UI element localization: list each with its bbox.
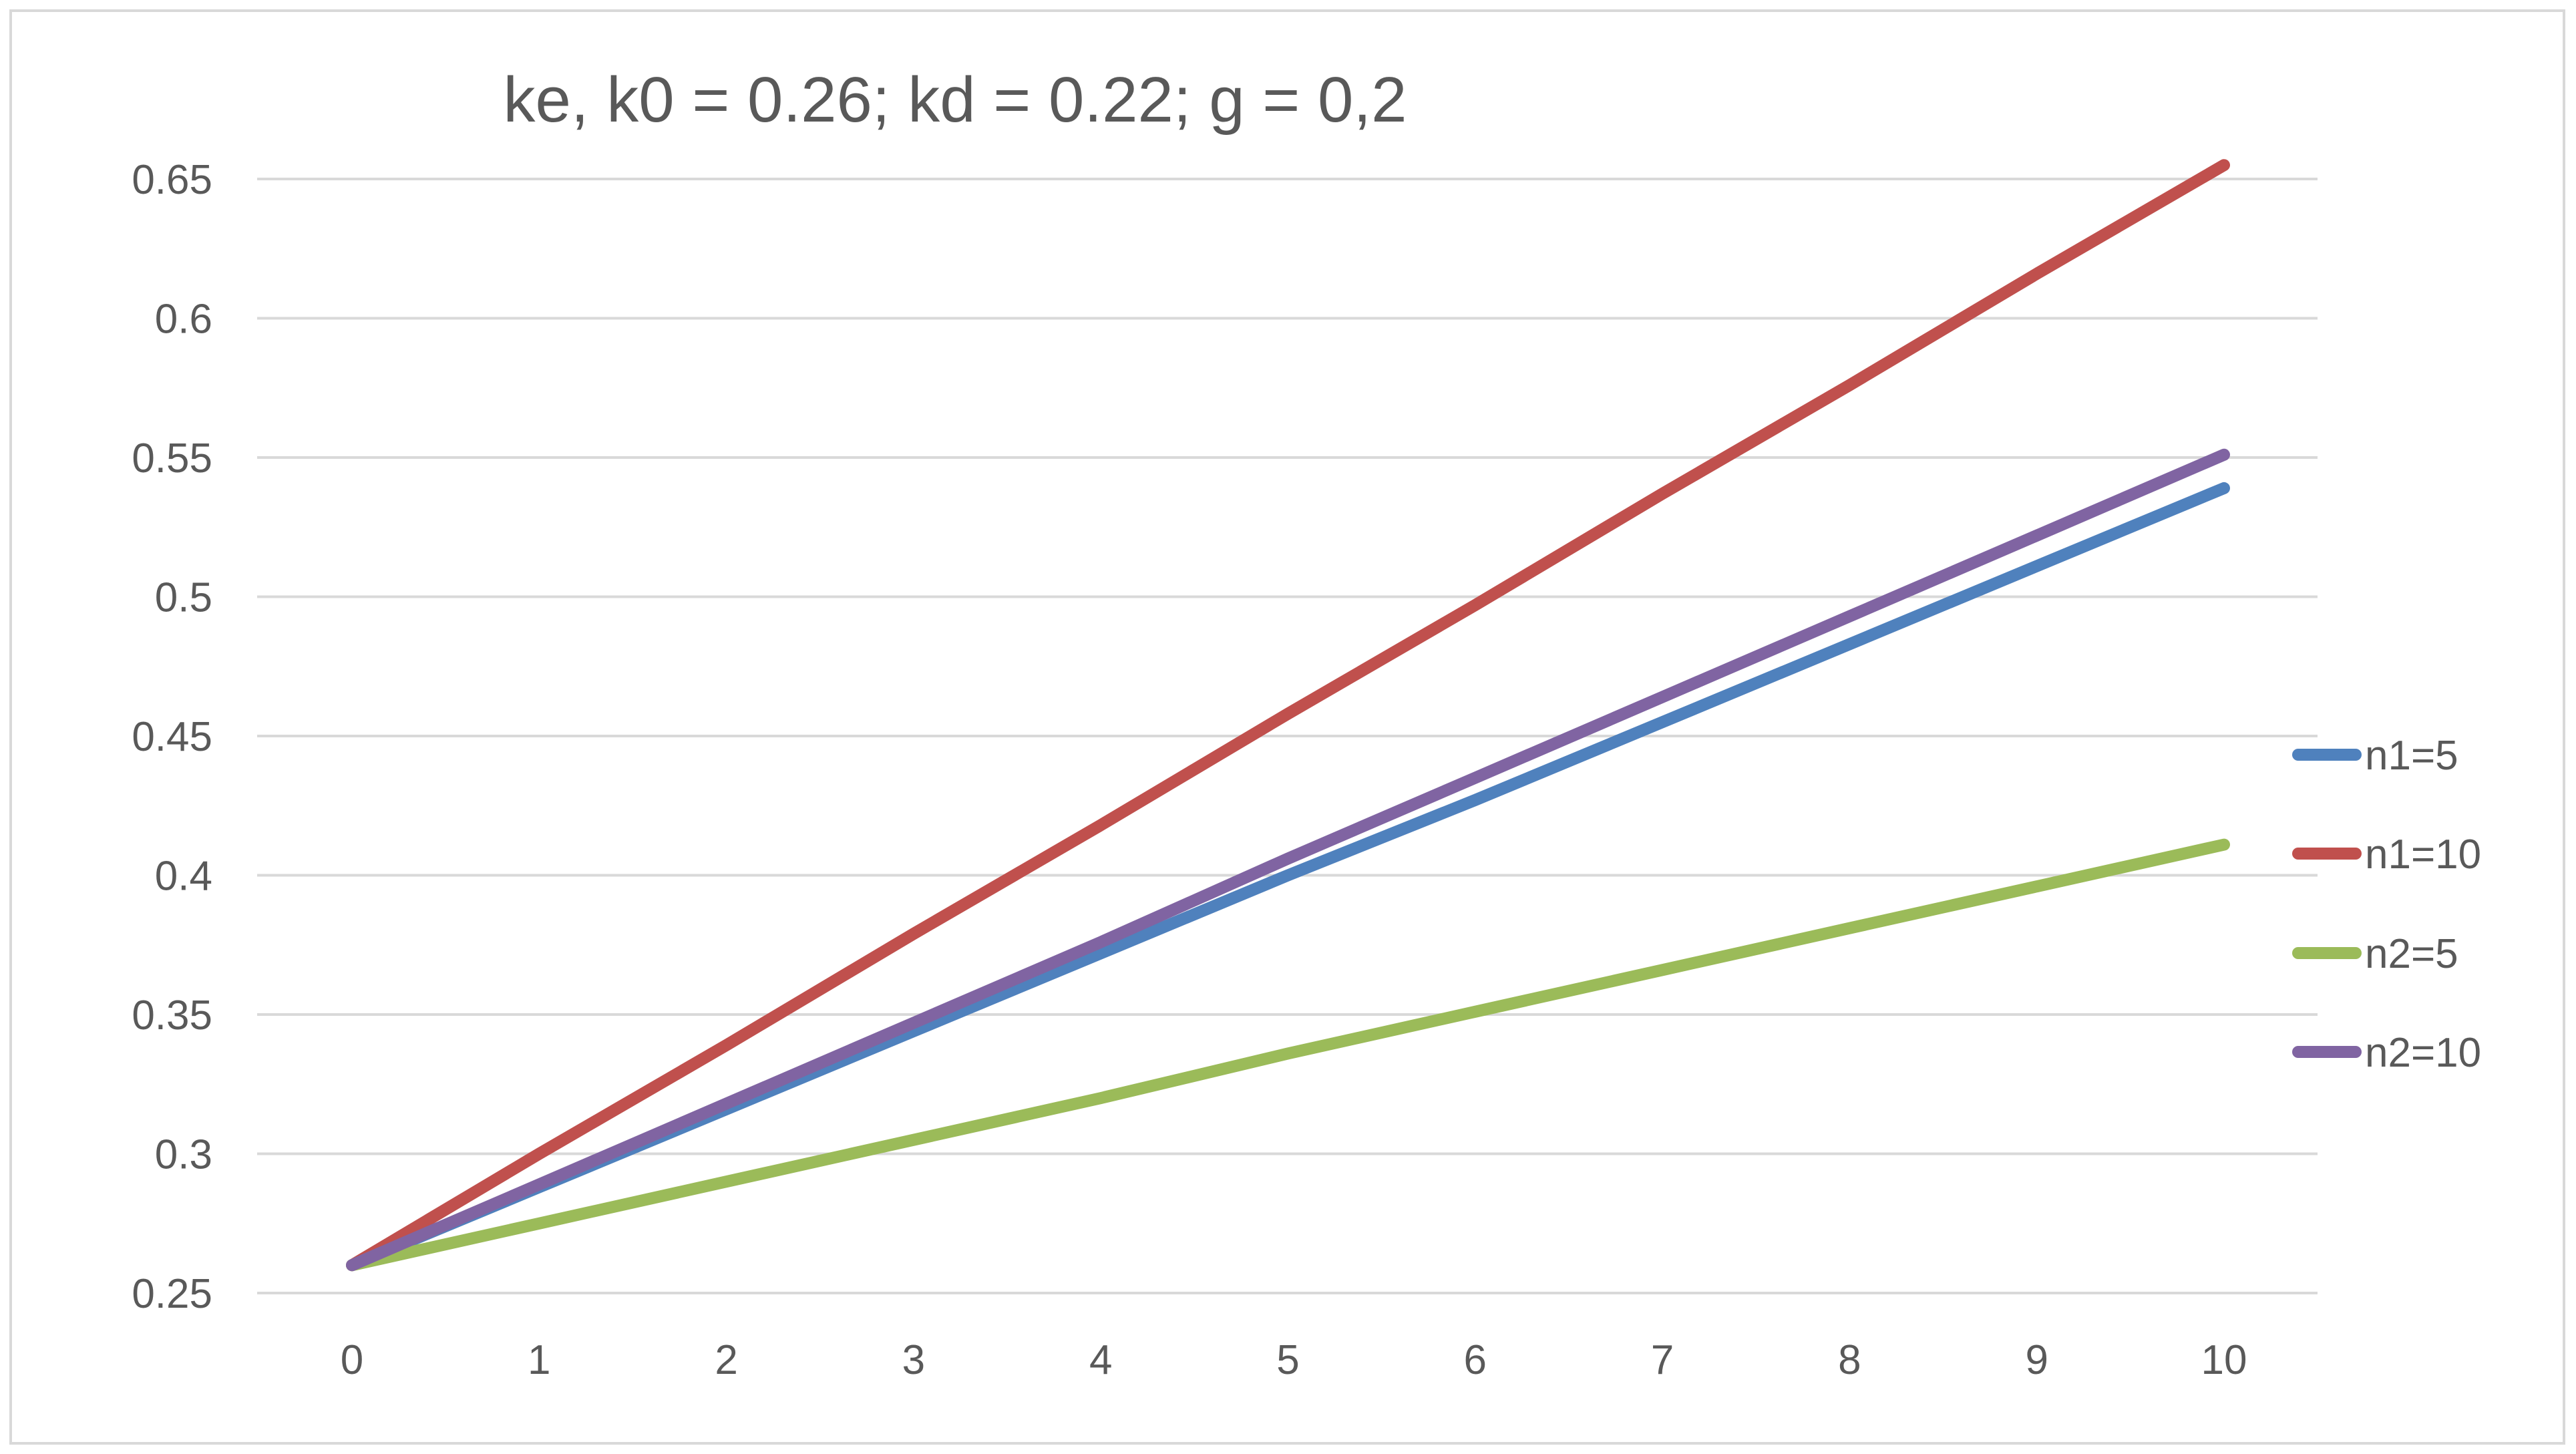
y-tick-label: 0.5: [155, 575, 212, 621]
x-tick-label: 3: [902, 1337, 925, 1383]
legend-label: n2=5: [2365, 931, 2458, 977]
x-tick-label: 9: [2025, 1337, 2048, 1383]
legend-label: n1=10: [2365, 832, 2481, 878]
x-tick-label: 7: [1651, 1337, 1674, 1383]
y-tick-label: 0.65: [132, 157, 212, 203]
x-tick-label: 0: [341, 1337, 363, 1383]
y-tick-label: 0.3: [155, 1132, 212, 1178]
chart-title: ke, k0 = 0.26; kd = 0.22; g = 0,2: [503, 64, 1407, 136]
x-tick-label: 10: [2201, 1337, 2247, 1383]
x-tick-label: 8: [1838, 1337, 1861, 1383]
series-line-n1=10: [346, 159, 2230, 1272]
x-tick-label: 5: [1276, 1337, 1299, 1383]
legend-label: n2=10: [2365, 1030, 2481, 1076]
y-tick-label: 0.4: [155, 854, 212, 900]
series-line-n2=5: [346, 838, 2230, 1272]
y-tick-label: 0.6: [155, 297, 212, 343]
x-tick-label: 2: [715, 1337, 737, 1383]
y-axis-ticks: 0.25 0.3 0.35 0.4 0.45 0.5 0.55 0.6 0.65: [132, 157, 212, 1317]
x-tick-label: 1: [528, 1337, 550, 1383]
legend-label: n1=5: [2365, 733, 2458, 779]
y-tick-label: 0.55: [132, 435, 212, 482]
y-tick-label: 0.45: [132, 714, 212, 760]
x-axis-ticks: 0 1 2 3 4 5 6 7 8 9 10: [341, 1337, 2247, 1383]
x-tick-label: 4: [1089, 1337, 1112, 1383]
y-tick-label: 0.25: [132, 1271, 212, 1317]
legend: n1=5 n1=10 n2=5 n2=10: [2292, 733, 2481, 1076]
gridlines: [257, 178, 2318, 1294]
x-tick-label: 6: [1464, 1337, 1487, 1383]
y-tick-label: 0.35: [132, 992, 212, 1039]
series-line-n2=10: [346, 448, 2230, 1272]
chart-frame: [9, 9, 2565, 1445]
series-lines: [346, 159, 2230, 1272]
